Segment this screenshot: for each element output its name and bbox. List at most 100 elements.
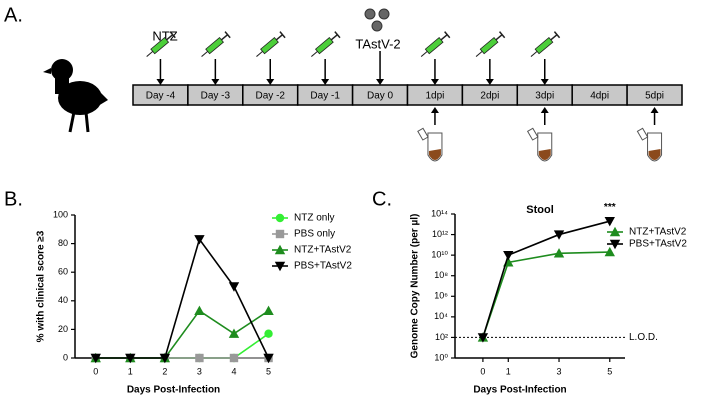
syringe-handle (224, 31, 231, 39)
timeline-label: 3dpi (535, 91, 554, 102)
syringe-handle (498, 31, 506, 39)
arrow-head (266, 79, 275, 85)
series-line (95, 309, 269, 359)
legend-label: PBS+TAstV2 (629, 239, 687, 250)
x-tick-label: 3 (557, 366, 562, 376)
legend-marker (274, 244, 286, 255)
syringe-barrel (479, 36, 499, 55)
marker (503, 250, 514, 261)
syringe-needle (256, 51, 263, 57)
chick-silhouette (43, 59, 108, 133)
marker (604, 246, 615, 257)
arrow-head (430, 79, 439, 85)
legend-marker (275, 213, 285, 223)
syringe-needle (311, 51, 318, 57)
y-tick-label: 40 (58, 295, 68, 305)
y-tick-label: 10¹² (432, 229, 448, 239)
y-tick-label: 60 (58, 267, 68, 277)
syringe-barrel (205, 36, 224, 55)
syringe-needle (475, 51, 483, 57)
arrow-head (540, 79, 549, 85)
y-tick-label: 10¹⁴ (431, 208, 448, 218)
y-axis-label: % with clinical score ≥3 (36, 230, 47, 342)
tube-sample (538, 149, 551, 160)
marker (194, 305, 205, 316)
y-tick-label: 10¹⁰ (431, 250, 448, 260)
syringe-needle (201, 51, 209, 57)
syringe-icon (256, 31, 286, 57)
annotation: *** (604, 202, 616, 213)
syringe-icon (311, 31, 341, 57)
syringe-icon (146, 31, 176, 57)
x-tick-label: 2 (162, 366, 167, 376)
syringe-handle (553, 31, 561, 39)
syringe-icon (201, 31, 231, 57)
timeline-box (626, 84, 683, 106)
tube-icon (636, 127, 663, 162)
x-tick-label: 4 (231, 366, 236, 376)
tube-cap (636, 127, 649, 141)
series-line (95, 237, 270, 359)
syringe-handle (334, 31, 341, 39)
syringe-barrel (314, 36, 334, 55)
marker (90, 353, 101, 364)
y-tick-label: 80 (58, 238, 68, 248)
series-line (95, 333, 270, 359)
marker (228, 328, 240, 338)
y-tick-label: 100 (53, 209, 68, 219)
marker (195, 353, 204, 363)
y-tick-label: 10⁴ (434, 311, 448, 321)
timeline-label: 2dpi (480, 91, 499, 102)
syringe-plunger (275, 34, 283, 41)
marker (229, 353, 239, 363)
marker (263, 305, 274, 316)
tube-sample (648, 149, 661, 160)
infection-label: TAstV-2 (355, 36, 400, 51)
panel-label: B. (4, 188, 23, 210)
marker (125, 353, 136, 364)
series-line (482, 251, 610, 338)
timeline-label: Day -4 (146, 91, 176, 102)
syringe-handle (169, 31, 176, 39)
arrow-head (430, 107, 439, 113)
series-line (482, 220, 610, 338)
syringe-needle (530, 51, 538, 57)
timeline-label: Day -1 (310, 91, 340, 102)
timeline-label: Day -2 (256, 91, 286, 102)
chart-title: Stool (526, 204, 554, 216)
syringe-plunger (550, 34, 558, 41)
marker (228, 282, 240, 292)
x-tick-label: 1 (506, 366, 511, 376)
timeline: Day -4 Day -3 Day -2 Day -1 Day 0 1dpi 2dpi 3dp… (132, 31, 683, 162)
syringe-handle (279, 31, 286, 39)
y-tick-label: 10⁰ (434, 352, 448, 362)
marker (159, 353, 171, 364)
syringe-handle (444, 31, 451, 39)
syringe-icon (475, 31, 506, 57)
y-tick-label: 0 (63, 352, 68, 362)
arrow-head (650, 107, 659, 113)
syringe-plunger (330, 34, 338, 41)
marker (604, 216, 615, 227)
marker (477, 333, 489, 343)
syringe-barrel (260, 36, 279, 55)
y-tick-label: 10² (435, 332, 448, 342)
syringe-plunger (220, 34, 229, 41)
tube-cap (417, 127, 429, 141)
tube-icon (417, 127, 443, 162)
virus-icon (364, 8, 390, 32)
marker (194, 235, 205, 245)
syringe-plunger (166, 34, 174, 41)
x-tick-label: 0 (93, 366, 98, 376)
timeline-label: Day -3 (201, 91, 231, 102)
legend-label: PBS+TAstV2 (294, 261, 352, 272)
marker (263, 353, 274, 364)
x-tick-label: 5 (266, 366, 271, 376)
arrow-head (156, 79, 165, 85)
syringe-needle (420, 51, 428, 57)
arrow-head (540, 107, 549, 113)
x-tick-label: 5 (607, 366, 612, 376)
arrow-head (376, 79, 385, 85)
x-axis-label: Days Post-Infection (127, 385, 220, 396)
tube-cap (526, 127, 539, 141)
